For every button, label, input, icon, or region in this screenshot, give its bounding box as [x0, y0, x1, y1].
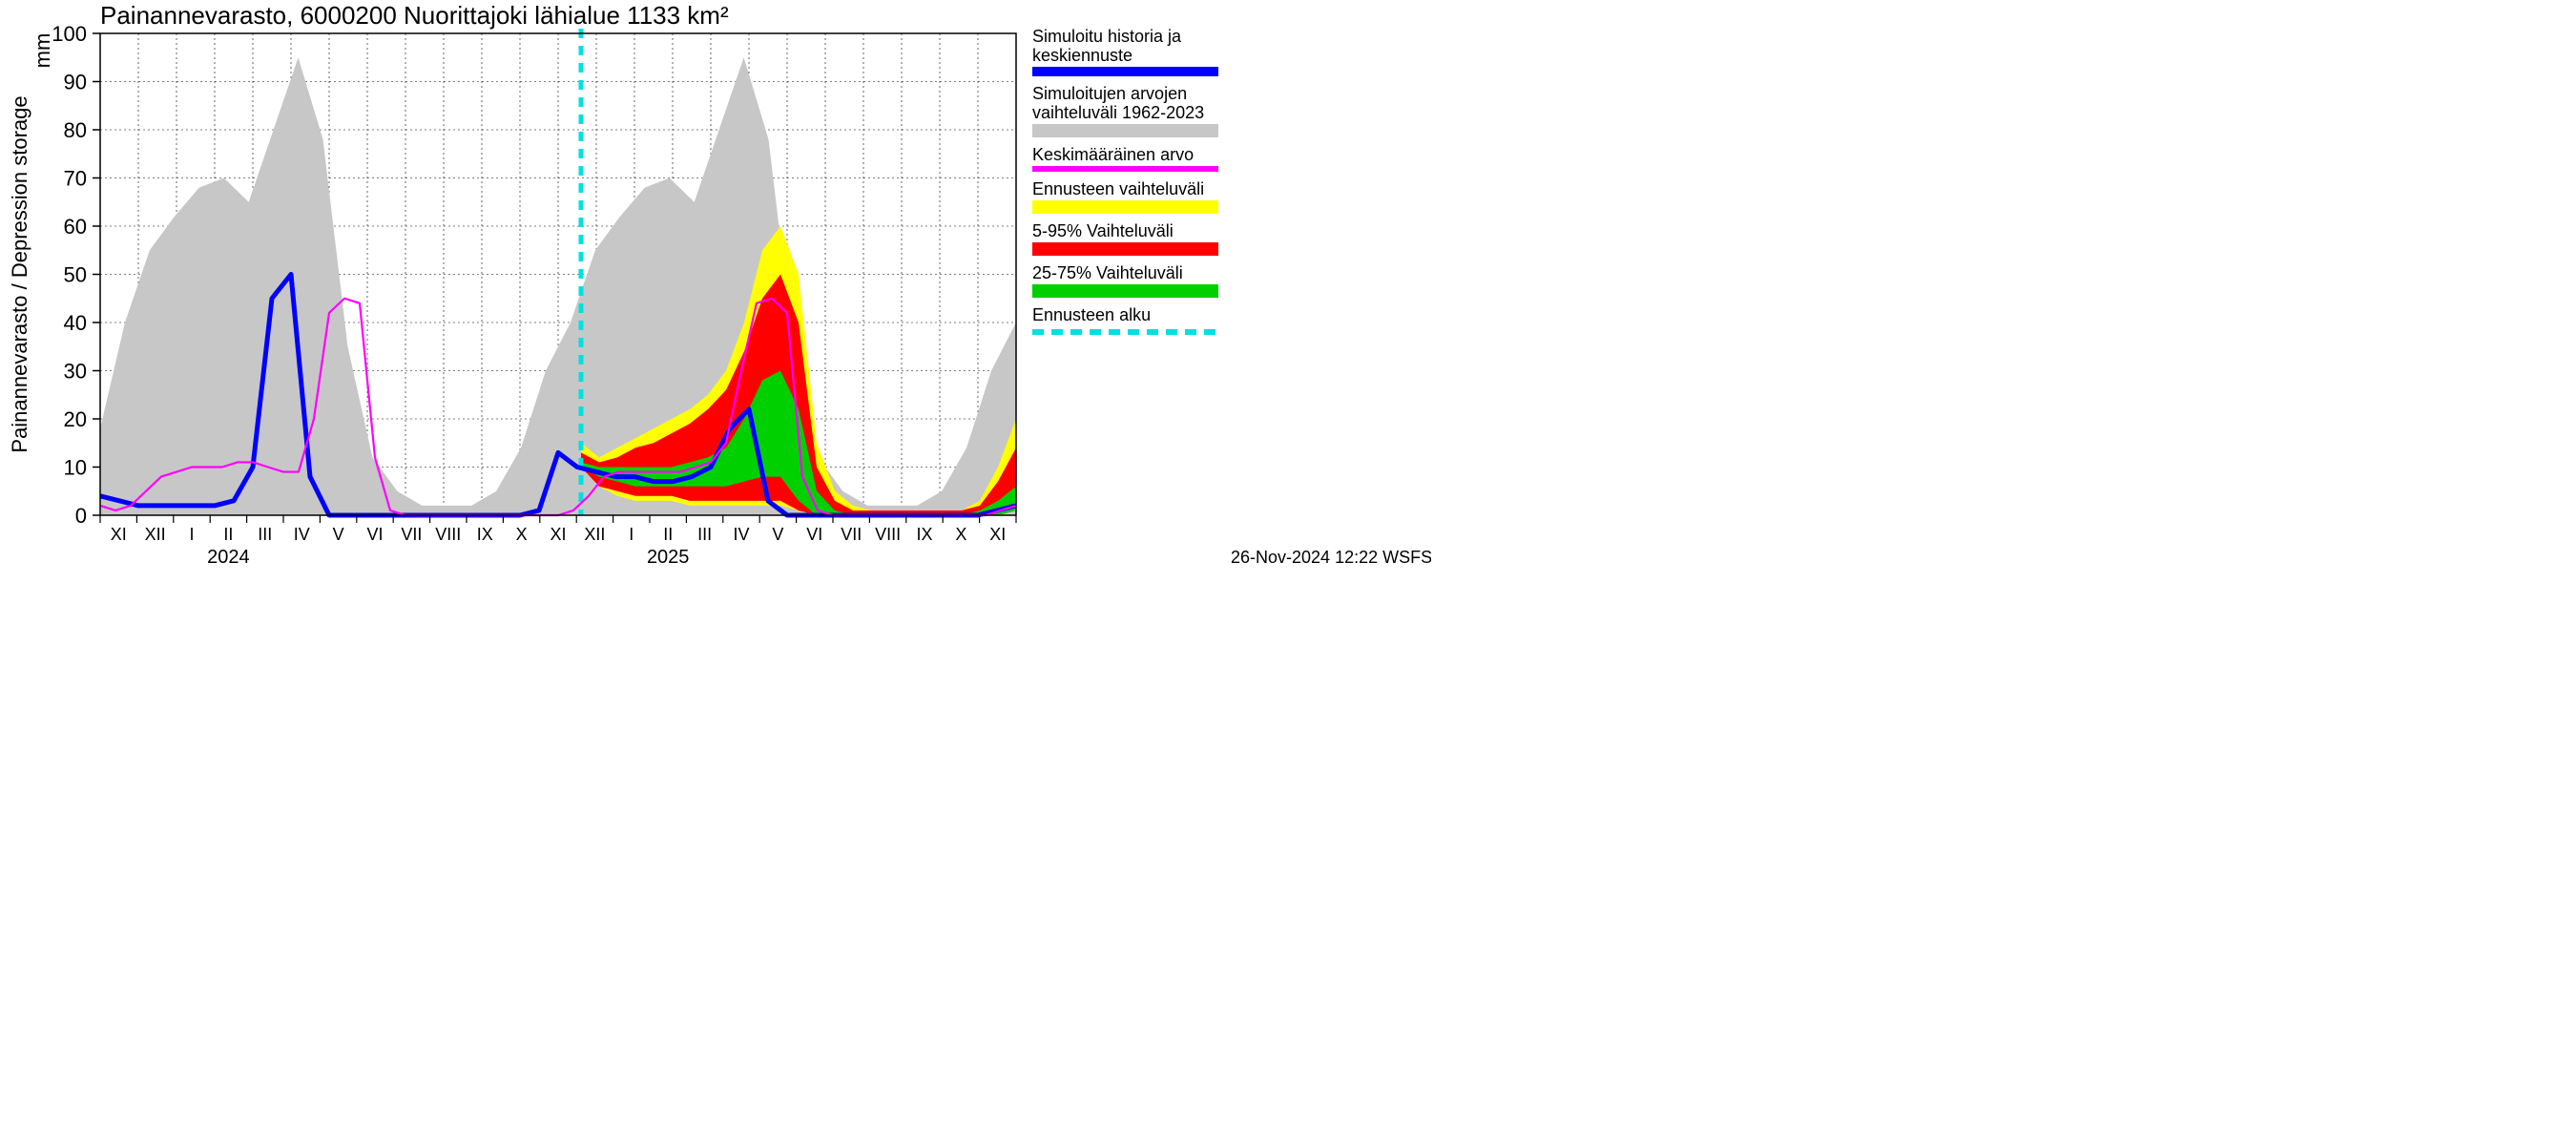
svg-text:2024: 2024	[207, 547, 250, 568]
svg-text:III: III	[697, 525, 712, 544]
svg-text:VII: VII	[401, 525, 422, 544]
legend-label: 25-75% Vaihteluväli	[1032, 263, 1183, 282]
svg-text:VIII: VIII	[435, 525, 461, 544]
svg-text:100: 100	[52, 22, 87, 46]
svg-text:90: 90	[64, 71, 87, 94]
legend-label: Ennusteen vaihteluväli	[1032, 179, 1204, 198]
svg-text:X: X	[955, 525, 966, 544]
svg-text:II: II	[663, 525, 673, 544]
legend-label: 5-95% Vaihteluväli	[1032, 221, 1174, 240]
chart-container: 0102030405060708090100XIXIIIIIIIIIVVVIVI…	[0, 0, 1431, 630]
svg-text:III: III	[258, 525, 272, 544]
chart-title: Painannevarasto, 6000200 Nuorittajoki lä…	[100, 1, 729, 30]
svg-text:30: 30	[64, 360, 87, 384]
svg-text:20: 20	[64, 407, 87, 431]
svg-text:IX: IX	[477, 525, 493, 544]
svg-text:XI: XI	[550, 525, 566, 544]
svg-text:XII: XII	[584, 525, 605, 544]
svg-text:V: V	[772, 525, 783, 544]
svg-text:80: 80	[64, 118, 87, 142]
svg-text:VIII: VIII	[875, 525, 901, 544]
svg-text:XI: XI	[111, 525, 127, 544]
footer-timestamp: 26-Nov-2024 12:22 WSFS-O	[1231, 548, 1431, 567]
legend-swatch	[1032, 284, 1218, 298]
legend-swatch	[1032, 124, 1218, 137]
svg-text:60: 60	[64, 215, 87, 239]
svg-text:V: V	[333, 525, 344, 544]
legend-label: vaihteluväli 1962-2023	[1032, 103, 1204, 122]
legend-label: Ennusteen alku	[1032, 305, 1151, 324]
svg-text:40: 40	[64, 311, 87, 335]
svg-text:XI: XI	[989, 525, 1006, 544]
legend-swatch	[1032, 67, 1218, 76]
svg-text:X: X	[516, 525, 528, 544]
svg-text:I: I	[629, 525, 634, 544]
svg-text:2025: 2025	[647, 547, 690, 568]
svg-text:IV: IV	[733, 525, 749, 544]
chart-svg: 0102030405060708090100XIXIIIIIIIIIVVVIVI…	[0, 0, 1431, 630]
y-axis-label: Painannevarasto / Depression storage	[8, 95, 31, 452]
svg-text:VII: VII	[841, 525, 862, 544]
legend-label: Simuloitu historia ja	[1032, 27, 1182, 46]
svg-text:50: 50	[64, 263, 87, 287]
legend-swatch	[1032, 242, 1218, 256]
legend-label: keskiennuste	[1032, 46, 1132, 65]
svg-text:0: 0	[75, 504, 87, 528]
legend-swatch	[1032, 200, 1218, 214]
legend-label: Simuloitujen arvojen	[1032, 84, 1187, 103]
svg-text:IV: IV	[294, 525, 310, 544]
svg-text:70: 70	[64, 167, 87, 191]
y-axis-unit: mm	[31, 33, 54, 69]
svg-text:VI: VI	[366, 525, 383, 544]
svg-text:IX: IX	[916, 525, 932, 544]
svg-text:VI: VI	[806, 525, 822, 544]
svg-text:XII: XII	[145, 525, 166, 544]
svg-text:I: I	[189, 525, 194, 544]
svg-text:10: 10	[64, 456, 87, 480]
legend-label: Keskimääräinen arvo	[1032, 145, 1194, 164]
svg-text:II: II	[223, 525, 233, 544]
legend-swatch	[1032, 166, 1218, 172]
